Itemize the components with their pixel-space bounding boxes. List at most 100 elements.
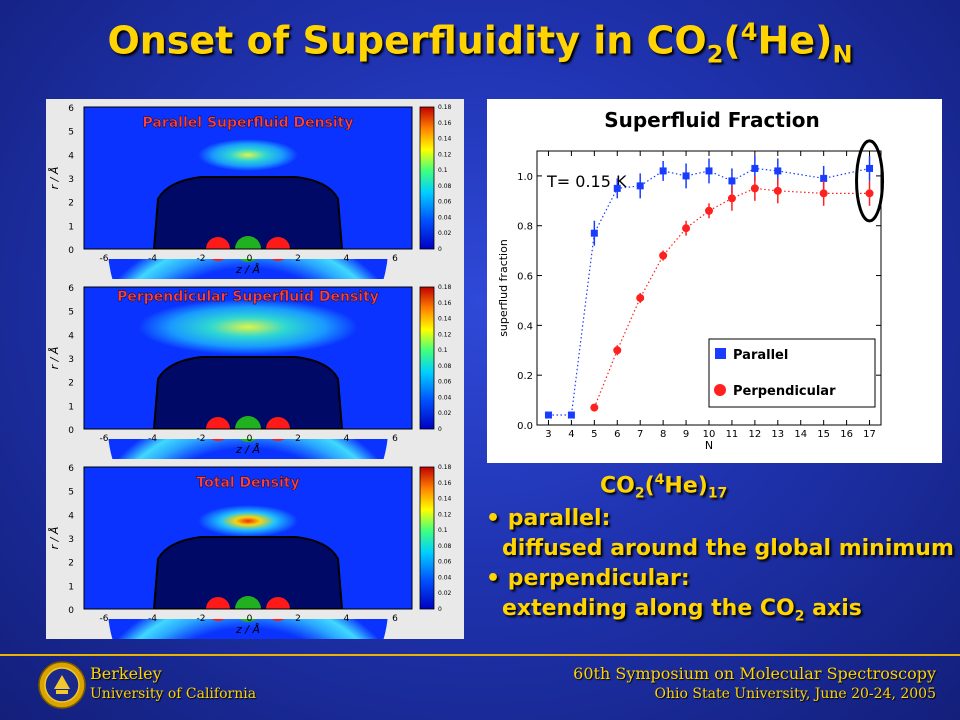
x-tick-label: 6 — [392, 614, 398, 624]
y-tick-label: 2 — [68, 559, 74, 569]
y-tick-label: 1 — [68, 402, 74, 412]
y-tick-label: 4 — [68, 151, 74, 161]
data-point-perpendicular — [750, 175, 759, 201]
colorbar-label: 0.14 — [438, 136, 452, 143]
footer-conference: 60th Symposium on Molecular Spectroscopy — [573, 664, 936, 683]
subject-sub-n: 17 — [707, 485, 728, 502]
subject-sup: 4 — [654, 472, 665, 488]
bullet-label: parallel: — [507, 506, 611, 531]
chart-legend: Parallel Perpendicular — [708, 338, 876, 408]
x-tick-label: 2 — [295, 254, 301, 264]
data-point-perpendicular — [613, 345, 622, 356]
data-point-parallel — [590, 220, 598, 246]
y-tick-label: 3 — [68, 175, 74, 185]
bullet-list: • parallel: diffused around the global m… — [486, 504, 954, 631]
colorbar-label: 0.02 — [438, 590, 452, 597]
data-point-perpendicular — [727, 185, 736, 211]
y-axis-label: r / Å — [48, 347, 61, 370]
data-point-perpendicular — [705, 203, 713, 219]
chart-title: Superfluid Fraction — [604, 108, 820, 132]
x-tick-label: 15 — [817, 429, 830, 440]
x-tick-label: -4 — [148, 254, 157, 264]
x-tick-label: 7 — [637, 429, 643, 440]
subject-rest: He) — [664, 473, 708, 499]
data-point-perpendicular — [590, 403, 599, 412]
y-tick-label: 3 — [68, 355, 74, 365]
x-tick-label: 4 — [344, 614, 350, 624]
x-tick-label: 5 — [591, 429, 597, 440]
density-plot-0: 0 1 2 3 4 5 6 -6 -4 -2 0 2 4 6 z / Å r / Å Parallel Supe… — [48, 104, 452, 279]
y-tick-label: 5 — [68, 128, 74, 138]
y-axis-label: r / Å — [48, 167, 61, 190]
colorbar-label: 0.12 — [438, 331, 452, 338]
colorbar-label: 0.1 — [438, 527, 448, 534]
x-tick-label: 16 — [840, 429, 853, 440]
data-point-perpendicular — [636, 292, 645, 303]
data-point-perpendicular — [865, 180, 874, 206]
colorbar-label: 0.16 — [438, 300, 452, 307]
y-tick-label: 1 — [68, 582, 74, 592]
title-sup: 4 — [740, 18, 758, 46]
data-point-perpendicular — [773, 178, 782, 204]
y-tick-label: 6 — [68, 104, 74, 114]
subject-sub: 2 — [634, 485, 645, 502]
bullet-detail-sub: 2 — [794, 608, 805, 625]
x-tick-label: 0 — [247, 434, 253, 444]
footer-divider — [0, 654, 960, 656]
density-plot-2: 0 1 2 3 4 5 6 -6 -4 -2 0 2 4 6 z / Å r / Å Total Density… — [48, 464, 452, 639]
y-axis-label: r / Å — [48, 527, 61, 550]
density-plots-panel: 0 1 2 3 4 5 6 -6 -4 -2 0 2 4 6 z / Å r / Å Parallel Supe… — [46, 99, 464, 639]
x-tick-label: 10 — [703, 429, 716, 440]
x-tick-label: 2 — [295, 614, 301, 624]
y-tick-label: 0.6 — [517, 272, 533, 283]
bullet-detail-text: extending along the CO — [502, 596, 795, 621]
highlight-ellipse — [855, 139, 885, 223]
y-tick-label: 2 — [68, 379, 74, 389]
data-point-perpendicular — [659, 250, 668, 261]
data-point-parallel — [682, 163, 690, 189]
x-tick-label: -2 — [197, 434, 206, 444]
data-point-parallel — [613, 178, 621, 199]
y-tick-label: 0.0 — [517, 421, 533, 432]
density-plot-title: Perpendicular Superfluid Density — [117, 289, 379, 305]
x-tick-label: 9 — [683, 429, 689, 440]
y-tick-label: 2 — [68, 199, 74, 209]
colorbar-label: 0.04 — [438, 214, 452, 221]
x-axis-label: N — [705, 439, 713, 452]
bullet-detail-end: axis — [804, 596, 862, 621]
bullet-detail: extending along the CO2 axis — [486, 594, 954, 631]
colorbar-label: 0.18 — [438, 284, 452, 291]
density-plot-title: Parallel Superfluid Density — [143, 115, 354, 131]
x-tick-label: 11 — [726, 429, 739, 440]
title-rest: He) — [757, 18, 833, 63]
x-tick-label: -4 — [148, 434, 157, 444]
bullet-item: • parallel: — [486, 506, 611, 531]
footer-institution: Berkeley — [90, 664, 162, 683]
x-tick-label: 3 — [545, 429, 551, 440]
y-tick-label: 0 — [68, 246, 74, 256]
data-point-parallel — [636, 173, 644, 199]
colorbar-label: 0 — [438, 246, 442, 253]
colorbar-label: 0.16 — [438, 120, 452, 127]
x-tick-label: 2 — [295, 434, 301, 444]
x-tick-label: 4 — [568, 429, 574, 440]
colorbar-label: 0 — [438, 606, 442, 613]
colorbar-label: 0.12 — [438, 151, 452, 158]
x-tick-label: 6 — [392, 434, 398, 444]
series-line-perpendicular — [593, 187, 870, 408]
subject-paren: ( — [644, 473, 655, 499]
title-paren: ( — [723, 18, 741, 63]
colorbar-label: 0.02 — [438, 410, 452, 417]
superfluid-fraction-chart: Superfluid Fraction 0.0 0.2 0.4 0.6 0.8 1.0 3 4 5… — [487, 99, 942, 463]
y-tick-label: 0.4 — [517, 321, 533, 332]
x-tick-label: 4 — [344, 434, 350, 444]
footer-right: 60th Symposium on Molecular Spectroscopy… — [573, 664, 936, 704]
colorbar-label: 0.14 — [438, 496, 452, 503]
footer-left: Berkeley University of California — [90, 664, 256, 704]
colorbar-label: 0.18 — [438, 104, 452, 111]
x-tick-label: 6 — [392, 254, 398, 264]
x-tick-label: -2 — [197, 614, 206, 624]
x-axis-label: z / Å — [235, 623, 260, 636]
y-tick-label: 6 — [68, 284, 74, 294]
bullet-label: perpendicular: — [507, 566, 690, 591]
